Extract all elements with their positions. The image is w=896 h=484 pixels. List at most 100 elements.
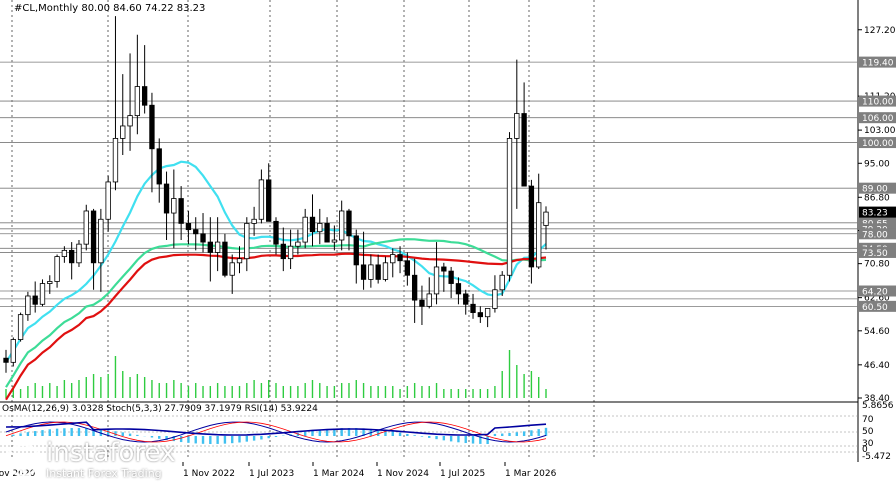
level-tag-0: 119.40 — [862, 59, 894, 69]
y-tick-label-2: 103.00 — [864, 126, 896, 136]
candle-body-52 — [382, 262, 389, 280]
level-tag-bg-9 — [859, 246, 896, 258]
candle-body-30 — [222, 241, 228, 276]
candle-body-8 — [61, 249, 68, 257]
watermark: instaforex Instant Forex Trading — [6, 440, 175, 480]
candle-body-36 — [266, 179, 272, 222]
candle-body-59 — [433, 266, 440, 295]
candle-body-31 — [229, 262, 235, 276]
candle-body-17 — [127, 115, 133, 127]
indicator-y-label-0: 5.8656 — [862, 401, 894, 411]
current-price-tag-bg — [859, 206, 896, 218]
candle-body-14 — [105, 181, 111, 220]
y-tick-label-6: 70.80 — [864, 260, 890, 270]
candle-body-3 — [25, 295, 31, 316]
candle-body-2 — [17, 314, 24, 340]
candle-body-56 — [411, 274, 418, 301]
candle-body-16 — [120, 125, 126, 139]
candle-body-25 — [185, 223, 192, 231]
stoch-main-line — [5, 421, 547, 443]
candle-body-44 — [324, 223, 330, 243]
candle-body-4 — [32, 295, 38, 305]
candle-body-24 — [178, 198, 184, 224]
price-axis: 127.20111.20103.0095.0086.8078.8070.8062… — [858, 26, 896, 462]
candle-body-47 — [346, 210, 352, 237]
candle-body-54 — [397, 254, 403, 262]
candle-body-22 — [163, 183, 170, 214]
y-tick-label-3: 95.00 — [864, 159, 890, 169]
candle-body-1 — [10, 339, 16, 363]
candle-body-6 — [47, 281, 53, 284]
candle-body-5 — [39, 283, 46, 305]
candle-body-71 — [521, 113, 527, 187]
level-tag-bg-2 — [859, 112, 896, 124]
level-tag-bg-3 — [859, 137, 896, 149]
watermark-tagline: Instant Forex Trading — [46, 467, 162, 480]
level-tag-10: 64.20 — [862, 288, 888, 298]
candle-body-62 — [455, 283, 462, 295]
candle-body-7 — [54, 256, 60, 282]
x-tick-label-1: 1 Jul 2023 — [249, 469, 294, 479]
candle-body-68 — [499, 274, 505, 291]
level-tag-9: 73.50 — [862, 249, 888, 259]
candle-body-73 — [536, 202, 542, 268]
level-tag-2: 106.00 — [862, 114, 894, 124]
candle-body-11 — [83, 210, 89, 245]
candles — [3, 16, 549, 373]
candle-body-50 — [368, 264, 374, 280]
level-tag-7: 78.00 — [862, 230, 888, 240]
current-price-tag: 83.23 — [862, 209, 888, 219]
candle-body-74 — [543, 211, 549, 226]
stoch-signal-line — [5, 421, 547, 443]
candle-body-19 — [141, 86, 148, 106]
candle-body-55 — [404, 260, 411, 276]
candle-body-60 — [441, 266, 447, 272]
candle-body-43 — [317, 223, 323, 233]
candle-body-20 — [149, 104, 155, 150]
y-tick-label-7: 62.60 — [864, 294, 890, 304]
candle-body-18 — [134, 86, 141, 116]
candle-body-21 — [156, 148, 162, 185]
candle-body-13 — [98, 218, 104, 264]
level-tag-bg-5 — [859, 217, 896, 229]
y-tick-label-8: 54.60 — [864, 327, 890, 337]
candle-body-41 — [302, 216, 308, 243]
candle-body-29 — [214, 241, 221, 253]
candle-body-23 — [171, 198, 177, 214]
level-tag-bg-7 — [859, 228, 896, 240]
candle-body-65 — [477, 312, 483, 318]
y-tick-label-0: 127.20 — [864, 26, 896, 36]
candle-body-51 — [375, 264, 381, 280]
level-tag-bg-11 — [859, 300, 896, 312]
x-tick-label-5: 1 Mar 2026 — [505, 469, 557, 479]
y-tick-label-10: 38.40 — [864, 394, 890, 404]
indicator-panel — [0, 415, 858, 453]
x-tick-label-2: 1 Mar 2024 — [313, 469, 365, 479]
candle-body-34 — [251, 218, 257, 224]
candle-body-38 — [280, 243, 286, 260]
horizontal-levels — [0, 61, 858, 307]
candle-body-61 — [448, 270, 454, 284]
candle-body-46 — [339, 210, 345, 241]
candle-body-67 — [492, 289, 498, 309]
candle-body-32 — [236, 258, 243, 264]
level-tag-bg-4 — [859, 182, 896, 194]
candle-body-9 — [69, 249, 75, 264]
instaforex-logo-icon — [6, 443, 40, 477]
candle-body-28 — [207, 241, 213, 253]
indicator-y-label-1: 70 — [862, 415, 874, 425]
candle-body-72 — [528, 185, 535, 268]
chart-header: #CL,Monthly 80.00 84.60 74.22 83.23 — [14, 3, 205, 14]
y-tick-label-9: 46.40 — [864, 361, 890, 371]
candle-body-26 — [193, 229, 199, 235]
candle-body-12 — [90, 210, 97, 264]
candle-body-48 — [353, 235, 359, 266]
candle-body-39 — [287, 245, 294, 260]
y-tick-label-4: 86.80 — [864, 193, 890, 203]
candle-body-49 — [360, 264, 367, 280]
candle-body-63 — [463, 293, 469, 305]
indicator-y-label-2: 50 — [862, 427, 874, 437]
volume-bars — [5, 350, 547, 398]
x-tick-label-4: 1 Jul 2025 — [440, 469, 485, 479]
